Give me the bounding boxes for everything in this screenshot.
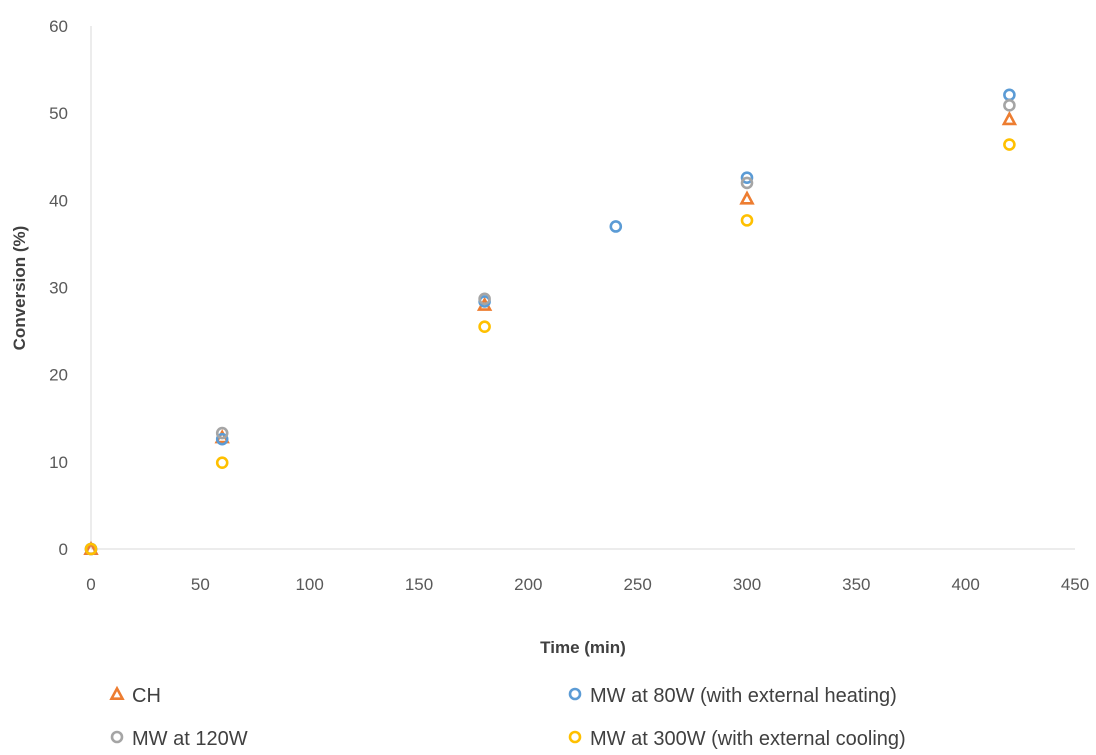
- legend-entry: MW at 300W (with external cooling): [568, 728, 906, 750]
- legend-marker: [568, 687, 582, 701]
- data-point: [478, 320, 491, 334]
- data-point: [1001, 111, 1018, 126]
- y-tick-label: 30: [49, 279, 68, 298]
- y-tick-label: 60: [49, 17, 68, 36]
- legend-marker: [110, 730, 124, 744]
- data-point: [740, 214, 754, 227]
- data-point: [740, 176, 754, 190]
- x-tick-label: 0: [86, 575, 95, 594]
- x-tick-label: 200: [514, 575, 542, 594]
- data-point: [215, 432, 229, 446]
- data-points: [83, 88, 1018, 556]
- axes: [90, 26, 1075, 550]
- legend: CH MW at 80W (with external heating) MW at…: [109, 685, 906, 750]
- y-tick-label: 0: [59, 540, 68, 559]
- y-axis-title: Conversion (%): [10, 226, 29, 351]
- data-point: [478, 292, 491, 306]
- x-tick-label: 400: [951, 575, 979, 594]
- legend-label: MW at 120W: [132, 728, 248, 750]
- data-point: [215, 456, 229, 470]
- data-point: [1003, 88, 1016, 102]
- data-point: [1003, 138, 1016, 151]
- x-tick-label: 450: [1061, 575, 1089, 594]
- x-tick-label: 150: [405, 575, 433, 594]
- x-tick-label: 250: [623, 575, 651, 594]
- data-point: [84, 542, 98, 556]
- x-tick-label: 300: [733, 575, 761, 594]
- legend-label: CH: [132, 685, 161, 707]
- x-tick-label: 350: [842, 575, 870, 594]
- legend-marker: [568, 730, 582, 744]
- legend-marker: [109, 685, 125, 700]
- data-point: [609, 220, 623, 233]
- y-tick-label: 40: [49, 191, 68, 210]
- data-point: [1003, 99, 1016, 112]
- legend-entry: CH: [109, 685, 161, 707]
- legend-entry: MW at 120W: [110, 728, 248, 750]
- data-point: [739, 190, 755, 205]
- x-tick-label: 100: [295, 575, 323, 594]
- series-2: [84, 99, 1016, 556]
- series-1: [84, 88, 1016, 556]
- y-tick-label: 50: [49, 104, 68, 123]
- y-tick-label: 10: [49, 453, 68, 472]
- series-3: [84, 138, 1016, 556]
- data-point: [215, 426, 229, 440]
- legend-entry: MW at 80W (with external heating): [568, 685, 897, 707]
- y-tick-label: 20: [49, 366, 68, 385]
- legend-label: MW at 300W (with external cooling): [590, 728, 906, 750]
- tick-labels: 0 50 100 150 200 250 300 350 400 450 0 10 20 30 40 50 60: [49, 17, 1089, 594]
- series-0: [83, 111, 1018, 555]
- x-axis-title: Time (min): [540, 638, 626, 657]
- data-point: [740, 171, 754, 184]
- x-tick-label: 50: [191, 575, 210, 594]
- legend-label: MW at 80W (with external heating): [590, 685, 897, 707]
